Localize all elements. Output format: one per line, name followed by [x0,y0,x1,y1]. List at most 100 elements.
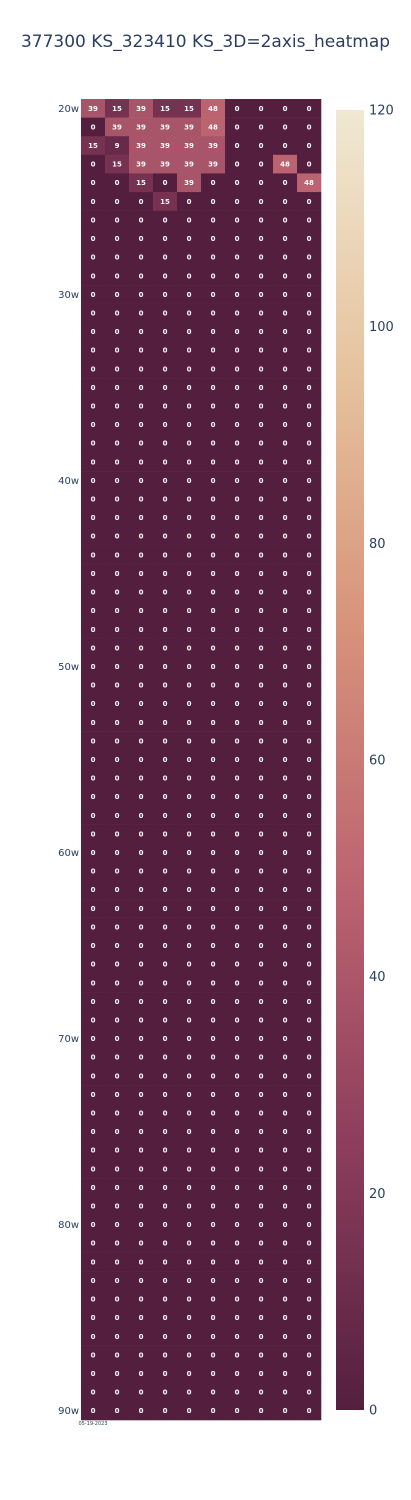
cell-value-label: 0 [139,291,144,299]
cell-value-label: 0 [139,1314,144,1322]
heatmap-cell [297,1233,322,1253]
cell-value-label: 0 [115,719,120,727]
cell-value-label: 0 [187,868,192,876]
cell-value-label: 0 [187,1277,192,1285]
heatmap-cell [177,1326,202,1346]
heatmap-cell [105,582,130,602]
colorbar-gradient [336,110,364,1410]
heatmap-cell [153,396,178,416]
heatmap-cell [129,582,154,602]
heatmap-cell [249,1345,274,1365]
cell-value-label: 0 [211,384,216,392]
cell-value-label: 0 [187,533,192,541]
heatmap-cell [225,843,250,863]
cell-value-label: 48 [304,179,314,187]
cell-value-label: 0 [139,551,144,559]
cell-value-label: 0 [259,291,264,299]
cell-value-label: 0 [307,868,312,876]
cell-value-label: 0 [235,1203,240,1211]
cell-value-label: 0 [259,812,264,820]
cell-value-label: 0 [307,700,312,708]
cell-value-label: 0 [187,1407,192,1415]
cell-value-label: 0 [115,1314,120,1322]
colorbar: 0 20 40 60 80 100 120 [336,104,394,1419]
cell-value-label: 0 [187,626,192,634]
cell-value-label: 0 [211,1203,216,1211]
heatmap-cell [129,173,154,193]
heatmap-cell [249,1010,274,1030]
cell-value-label: 0 [187,291,192,299]
cell-value-label: 0 [139,496,144,504]
cell-value-label: 0 [235,793,240,801]
heatmap-cell [153,378,178,397]
cell-value-label: 0 [307,979,312,987]
heatmap-cell [177,1271,202,1291]
cell-value-label: 0 [307,849,312,857]
heatmap-cell [249,638,274,658]
heatmap-cell [273,452,298,472]
cell-value-label: 0 [187,347,192,355]
heatmap-cell [105,992,130,1011]
cell-value-label: 0 [259,142,264,150]
heatmap-cell [81,303,106,323]
cell-value-label: 0 [235,328,240,336]
cell-value-label: 0 [163,514,168,522]
cell-value-label: 0 [187,1147,192,1155]
cell-value-label: 0 [139,570,144,578]
heatmap-cell [249,694,274,714]
cell-value-label: 0 [115,942,120,950]
cell-value-label: 0 [115,254,120,262]
cell-value-label: 0 [211,254,216,262]
cell-value-label: 0 [163,1370,168,1378]
cell-value-label: 0 [187,589,192,597]
cell-value-label: 0 [307,1240,312,1248]
heatmap-cell [81,545,106,565]
cell-value-label: 0 [115,812,120,820]
heatmap-cell [81,1178,106,1198]
cell-value-label: 0 [235,514,240,522]
heatmap-cell [129,210,154,230]
cell-value-label: 0 [163,607,168,615]
heatmap-cell [153,712,178,732]
cell-value-label: 0 [187,1240,192,1248]
heatmap-cell [273,1085,298,1105]
cell-value-label: 0 [235,1258,240,1266]
heatmap-cell [273,1103,298,1123]
cell-value-label: 0 [139,1147,144,1155]
heatmap-cell [249,1271,274,1291]
cell-value-label: 0 [235,198,240,206]
heatmap-cell [225,471,250,491]
cell-value-label: 0 [91,1296,96,1304]
heatmap-cell [105,824,130,844]
cell-value-label: 0 [211,663,216,671]
cell-value-label: 0 [163,235,168,243]
heatmap-cell [297,396,322,416]
heatmap-cell [129,1401,154,1421]
cell-value-label: 0 [307,1333,312,1341]
cell-value-label: 0 [115,570,120,578]
cell-value-label: 0 [307,272,312,280]
heatmap-cell [105,1196,130,1216]
heatmap-cell [201,154,226,174]
cell-value-label: 0 [235,1110,240,1118]
cell-value-label: 0 [307,142,312,150]
cell-value-label: 0 [235,1221,240,1229]
heatmap-cell [201,843,226,863]
heatmap-cell [273,861,298,881]
heatmap-cell [177,601,202,621]
cell-value-label: 0 [211,998,216,1006]
cell-value-label: 0 [283,291,288,299]
cell-value-label: 0 [307,198,312,206]
cell-value-label: 9 [115,142,120,150]
heatmap-cell [177,1233,202,1253]
heatmap-cell [249,1103,274,1123]
heatmap-cell [153,731,178,751]
heatmap-cell [249,1289,274,1309]
cell-value-label: 0 [235,663,240,671]
heatmap-cell [297,564,322,584]
heatmap-cell [153,117,178,137]
heatmap-cell [201,359,226,379]
heatmap-cell [129,601,154,621]
heatmap-cell [273,303,298,323]
heatmap-cell [201,433,226,453]
